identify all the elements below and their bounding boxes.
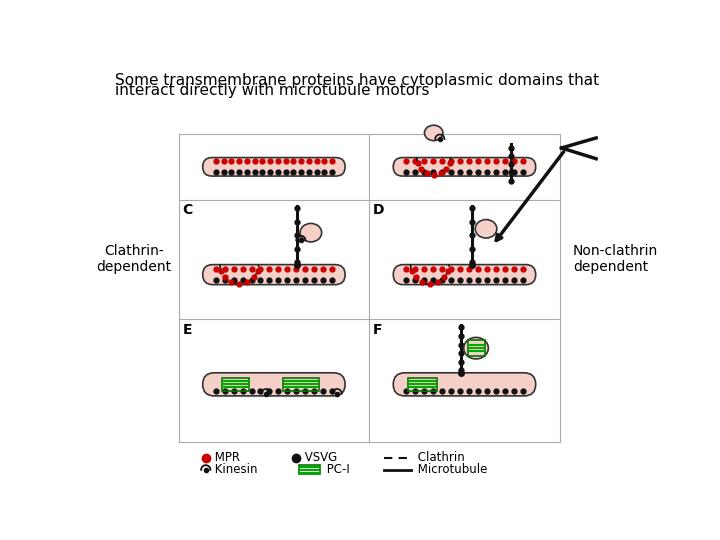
FancyBboxPatch shape	[393, 265, 536, 285]
Text: PC-I: PC-I	[323, 463, 349, 476]
Bar	[408, 378, 437, 390]
Text: MPR: MPR	[211, 451, 240, 464]
Bar	[222, 378, 249, 390]
Ellipse shape	[300, 224, 322, 242]
FancyBboxPatch shape	[203, 158, 345, 176]
Text: Non-clathrin
dependent: Non-clathrin dependent	[573, 244, 658, 274]
Ellipse shape	[475, 220, 497, 238]
Bar	[283, 378, 318, 390]
Ellipse shape	[425, 125, 443, 140]
Text: Microtubule: Microtubule	[414, 463, 487, 476]
Text: E: E	[183, 323, 192, 337]
Text: D: D	[373, 204, 384, 218]
FancyBboxPatch shape	[203, 265, 345, 285]
Text: C: C	[183, 204, 193, 218]
FancyBboxPatch shape	[393, 158, 536, 176]
Text: VSVG: VSVG	[301, 451, 338, 464]
Text: interact directly with microtubule motors: interact directly with microtubule motor…	[115, 83, 429, 98]
Text: Clathrin-
dependent: Clathrin- dependent	[96, 244, 171, 274]
Ellipse shape	[464, 338, 488, 359]
Text: F: F	[373, 323, 382, 337]
Bar	[467, 340, 485, 356]
Text: Kinesin: Kinesin	[211, 463, 258, 476]
Text: Some transmembrane proteins have cytoplasmic domains that: Some transmembrane proteins have cytopla…	[115, 72, 599, 87]
Text: Clathrin: Clathrin	[414, 451, 464, 464]
FancyBboxPatch shape	[393, 373, 536, 396]
FancyBboxPatch shape	[203, 373, 345, 396]
Bar	[299, 465, 320, 475]
